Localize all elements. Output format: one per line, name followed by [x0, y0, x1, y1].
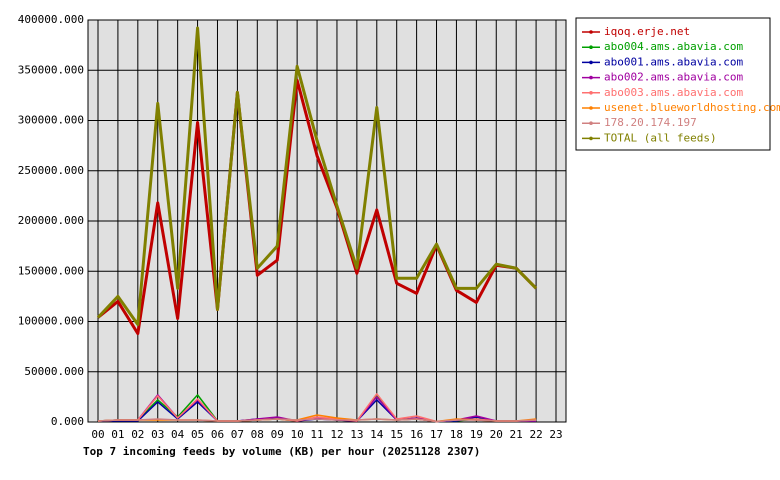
legend-marker — [589, 121, 593, 125]
legend-label: abo002.ams.abavia.com — [604, 71, 743, 84]
x-tick-label: 11 — [310, 428, 323, 441]
chart-title: Top 7 incoming feeds by volume (KB) per … — [83, 445, 480, 458]
y-tick-label: 300000.000 — [18, 114, 84, 127]
x-tick-label: 13 — [350, 428, 363, 441]
legend-label: abo001.ams.abavia.com — [604, 55, 743, 68]
x-tick-label: 14 — [370, 428, 384, 441]
x-tick-label: 12 — [330, 428, 343, 441]
x-tick-label: 01 — [111, 428, 124, 441]
x-tick-label: 00 — [91, 428, 104, 441]
legend-marker — [589, 91, 593, 95]
x-tick-label: 06 — [211, 428, 224, 441]
x-tick-label: 15 — [390, 428, 403, 441]
x-tick-label: 17 — [430, 428, 443, 441]
legend-marker — [589, 30, 593, 34]
x-tick-label: 05 — [191, 428, 204, 441]
x-tick-label: 10 — [291, 428, 304, 441]
plot-frame — [87, 19, 567, 423]
legend-marker — [589, 60, 593, 65]
x-tick-label: 18 — [450, 428, 463, 441]
y-tick-label: 400000.000 — [18, 13, 84, 26]
legend-label: abo003.ams.abavia.com — [604, 86, 743, 99]
legend-label: usenet.blueworldhosting.com — [604, 101, 780, 114]
y-tick-label: 350000.000 — [18, 63, 84, 76]
y-tick-label: 0.000 — [51, 415, 84, 428]
x-tick-label: 09 — [271, 428, 284, 441]
x-tick-label: 03 — [151, 428, 164, 441]
x-tick-label: 04 — [171, 428, 185, 441]
legend-label: iqoq.erje.net — [604, 25, 690, 38]
x-tick-label: 08 — [251, 428, 264, 441]
series-line — [97, 418, 537, 423]
x-tick-label: 19 — [470, 428, 483, 441]
x-tick-label: 20 — [490, 428, 503, 441]
x-tick-label: 16 — [410, 428, 423, 441]
series-line — [96, 26, 538, 327]
y-tick-label: 200000.000 — [18, 214, 84, 227]
x-tick-label: 21 — [510, 428, 523, 441]
series-line — [97, 78, 538, 336]
legend-label: abo004.ams.abavia.com — [604, 40, 743, 53]
y-tick-label: 250000.000 — [18, 164, 84, 177]
x-tick-label: 02 — [131, 428, 144, 441]
y-tick-label: 100000.000 — [18, 315, 84, 328]
legend-label: TOTAL (all feeds) — [604, 131, 717, 144]
legend-marker — [589, 136, 593, 141]
legend-marker — [589, 106, 593, 110]
x-tick-label: 07 — [231, 428, 244, 441]
x-tick-label: 23 — [549, 428, 562, 441]
x-tick-label: 22 — [529, 428, 542, 441]
legend-marker — [589, 45, 593, 49]
legend-box — [575, 17, 771, 151]
y-tick-label: 150000.000 — [18, 264, 84, 277]
legend-label: 178.20.174.197 — [604, 116, 697, 129]
legend-marker — [589, 75, 593, 80]
y-tick-label: 50000.000 — [24, 365, 84, 378]
